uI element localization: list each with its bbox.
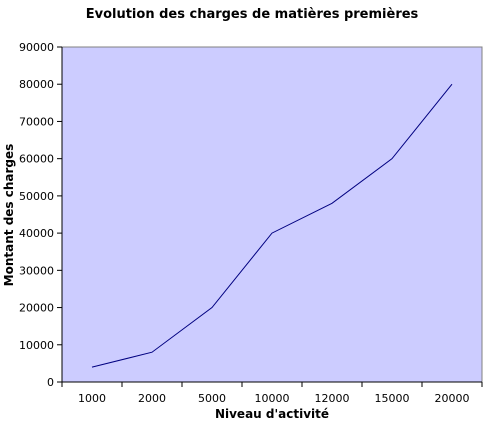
y-tick-label: 0 [47, 376, 54, 389]
y-tick-label: 10000 [19, 339, 54, 352]
y-tick-label: 80000 [19, 78, 54, 91]
x-tick-label: 2000 [138, 392, 166, 405]
x-tick-label: 10000 [255, 392, 290, 405]
series-line [91, 83, 453, 368]
y-tick-label: 70000 [19, 115, 54, 128]
y-tick-label: 60000 [19, 153, 54, 166]
x-tick-label: 1000 [78, 392, 106, 405]
x-axis-title: Niveau d'activité [215, 407, 329, 421]
plot-area [61, 46, 483, 383]
y-axis-title: Montant des charges [2, 144, 16, 287]
y-tick-label: 30000 [19, 264, 54, 277]
y-tick-label: 20000 [19, 302, 54, 315]
y-tick-label: 50000 [19, 190, 54, 203]
y-ticks: 0 10000 20000 30000 40000 50000 60000 70000 8000… [19, 41, 62, 389]
chart-title: Evolution des charges de matières premiè… [86, 7, 419, 22]
x-tick-label: 5000 [198, 392, 226, 405]
x-tick-label: 12000 [315, 392, 350, 405]
y-tick-label: 40000 [19, 227, 54, 240]
y-tick-label: 90000 [19, 41, 54, 54]
x-tick-label: 15000 [375, 392, 410, 405]
x-ticks: 1000 2000 5000 10000 12000 15000 20000 [61, 382, 483, 405]
x-tick-label: 20000 [435, 392, 470, 405]
